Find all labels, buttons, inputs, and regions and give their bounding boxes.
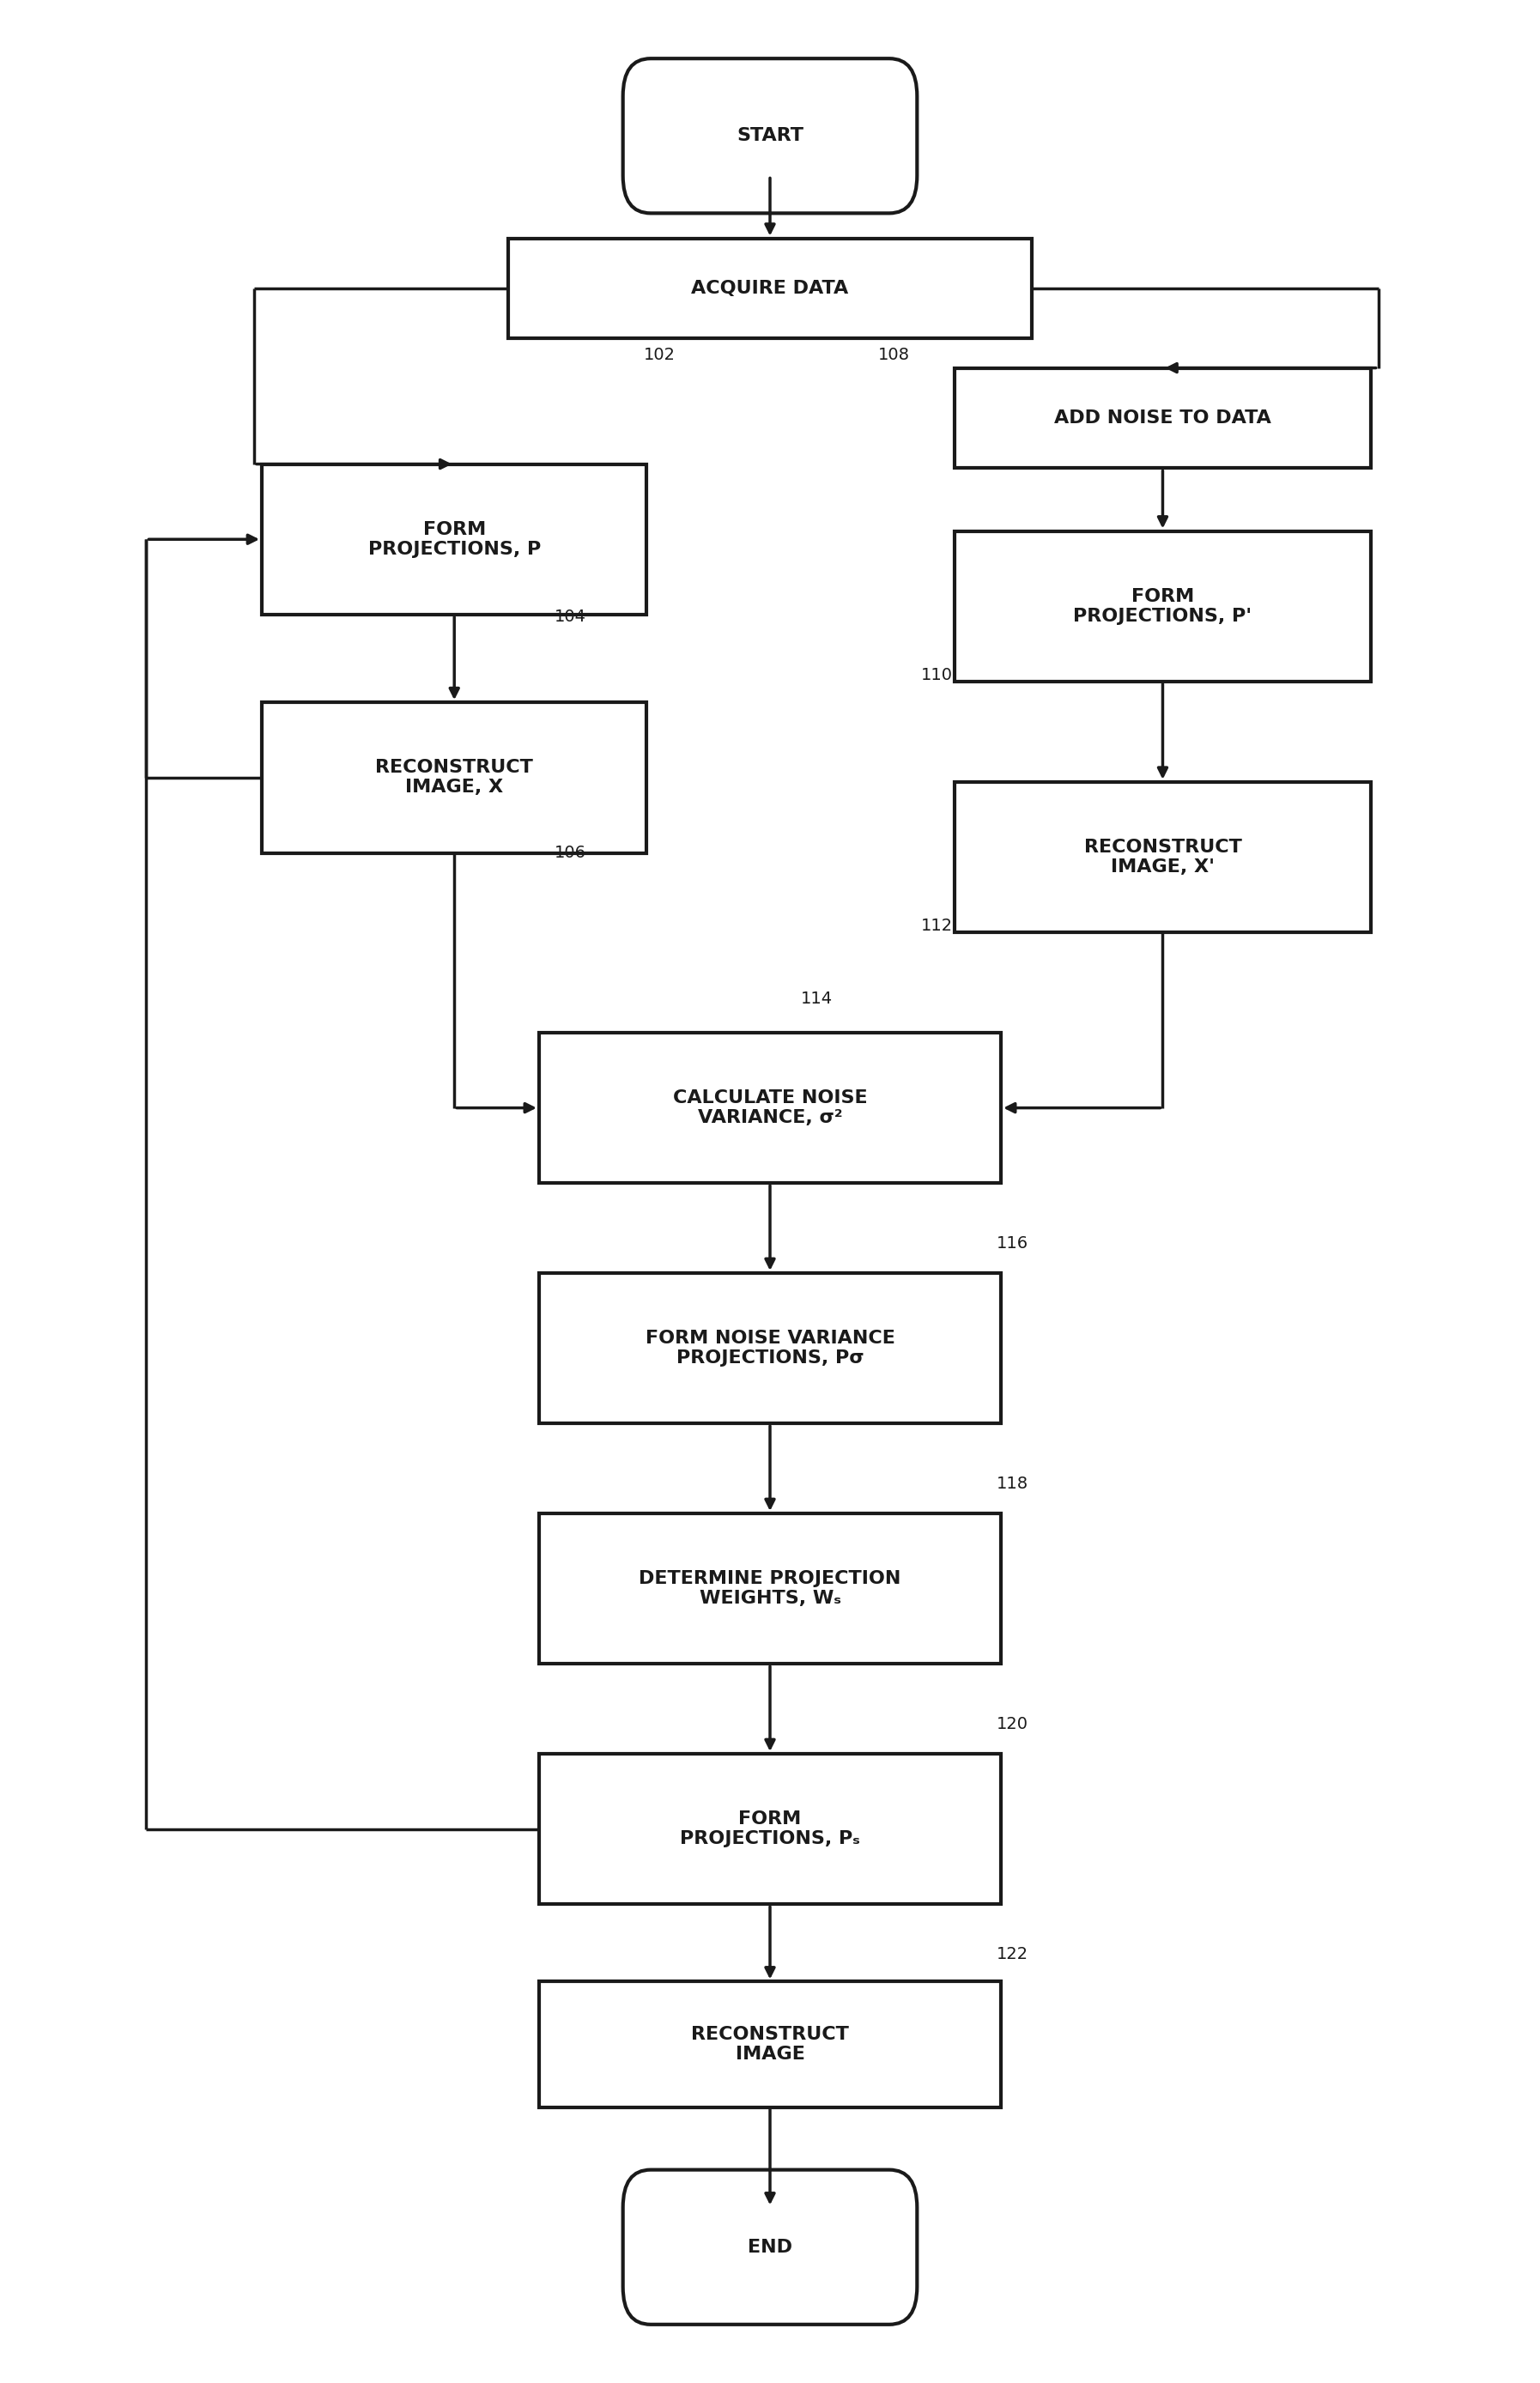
- Bar: [508, 238, 1032, 338]
- Bar: [539, 1032, 1001, 1182]
- Text: 102: 102: [644, 348, 676, 365]
- Text: 110: 110: [921, 667, 953, 684]
- Bar: [539, 1754, 1001, 1904]
- Text: FORM
PROJECTIONS, P: FORM PROJECTIONS, P: [368, 522, 541, 558]
- Text: RECONSTRUCT
IMAGE: RECONSTRUCT IMAGE: [691, 2026, 849, 2064]
- Text: CALCULATE NOISE
VARIANCE, σ²: CALCULATE NOISE VARIANCE, σ²: [673, 1089, 867, 1127]
- Text: FORM
PROJECTIONS, P': FORM PROJECTIONS, P': [1073, 589, 1252, 624]
- Bar: [539, 1983, 1001, 2107]
- Text: FORM
PROJECTIONS, Pₛ: FORM PROJECTIONS, Pₛ: [681, 1811, 859, 1847]
- Text: 122: 122: [996, 1947, 1029, 1964]
- Text: 116: 116: [996, 1237, 1029, 1251]
- Text: 106: 106: [554, 844, 587, 860]
- Text: DETERMINE PROJECTION
WEIGHTS, Wₛ: DETERMINE PROJECTION WEIGHTS, Wₛ: [639, 1570, 901, 1606]
- Text: 112: 112: [921, 917, 953, 934]
- Bar: [262, 703, 647, 853]
- Text: ACQUIRE DATA: ACQUIRE DATA: [691, 279, 849, 298]
- Bar: [955, 531, 1371, 682]
- Text: 114: 114: [801, 991, 833, 1008]
- Bar: [539, 1513, 1001, 1663]
- Text: 108: 108: [878, 348, 910, 365]
- Bar: [262, 465, 647, 615]
- Text: RECONSTRUCT
IMAGE, X': RECONSTRUCT IMAGE, X': [1084, 839, 1241, 875]
- Bar: [539, 1273, 1001, 1423]
- Text: 104: 104: [554, 608, 587, 624]
- Text: RECONSTRUCT
IMAGE, X: RECONSTRUCT IMAGE, X: [376, 760, 533, 796]
- Bar: [955, 782, 1371, 932]
- Text: FORM NOISE VARIANCE
PROJECTIONS, Pσ: FORM NOISE VARIANCE PROJECTIONS, Pσ: [645, 1330, 895, 1368]
- Text: ADD NOISE TO DATA: ADD NOISE TO DATA: [1055, 410, 1270, 427]
- FancyBboxPatch shape: [622, 2171, 916, 2323]
- FancyBboxPatch shape: [622, 60, 916, 212]
- Text: 118: 118: [996, 1475, 1029, 1492]
- Text: START: START: [736, 126, 804, 145]
- Bar: [955, 367, 1371, 467]
- Text: END: END: [748, 2238, 792, 2257]
- Text: 120: 120: [996, 1716, 1029, 1732]
